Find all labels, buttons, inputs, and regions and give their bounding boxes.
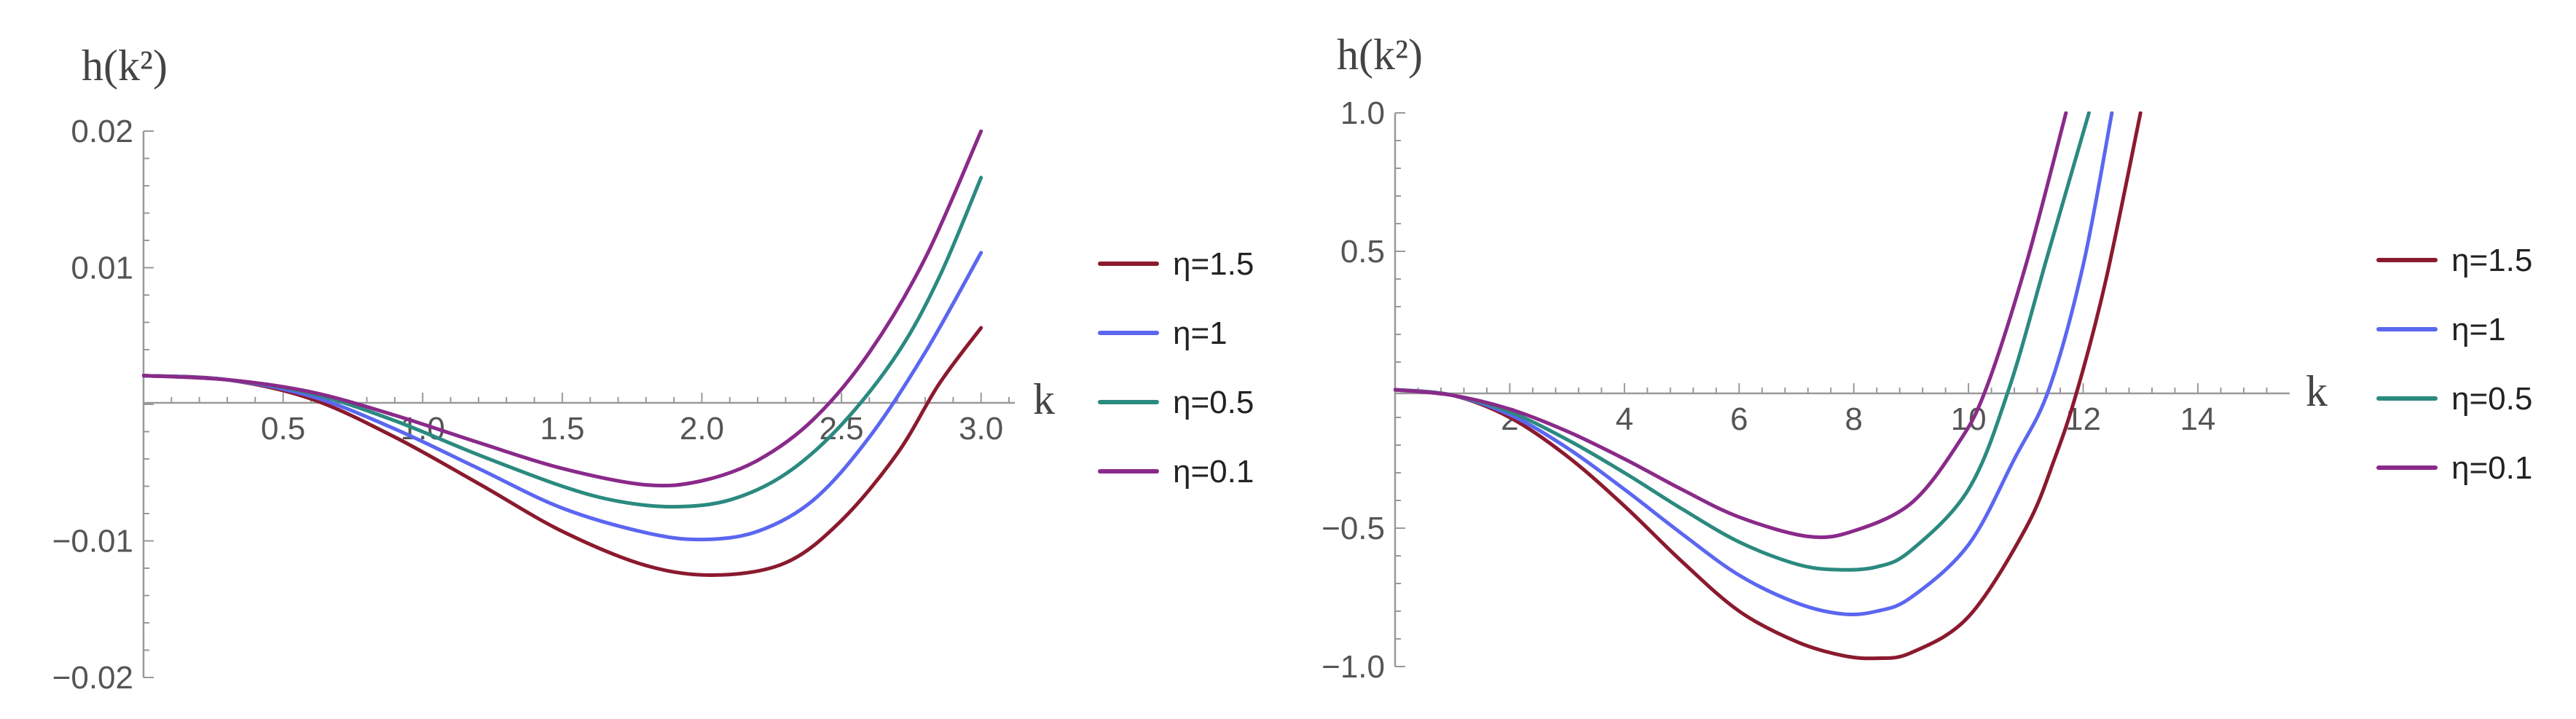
- series-group: [1394, 111, 2143, 661]
- x-axis-title: k: [1033, 375, 1055, 423]
- series-line-1: [1394, 111, 2143, 661]
- x-tick-label: 10: [1951, 401, 1987, 437]
- legend-label: η=1.5: [1173, 246, 1254, 282]
- legend-label: η=0.1: [2451, 450, 2532, 486]
- y-tick-label: −1.0: [1322, 649, 1385, 685]
- y-tick-label: 0.02: [71, 114, 133, 149]
- x-tick-label: 1.5: [540, 411, 584, 447]
- chart-panel-1: 0.020.01−0.01−0.020.5 1.0 1.5 2.0 2.5 3.0h(k²…: [52, 42, 1254, 696]
- legend-label: η=0.5: [1173, 385, 1254, 420]
- x-tick-label: 6: [1730, 401, 1748, 437]
- y-tick-label: 0.01: [71, 251, 133, 286]
- series-line-2: [1394, 111, 2114, 617]
- y-tick-label: −0.5: [1322, 511, 1385, 546]
- y-axis-title: h(k²): [82, 42, 168, 90]
- y-tick-label: 0.5: [1340, 234, 1385, 270]
- series-line-4: [1394, 111, 2068, 540]
- y-tick-label: −0.01: [52, 524, 133, 559]
- legend-label: η=0.5: [2451, 381, 2532, 417]
- legend-label: η=0.1: [1173, 454, 1254, 490]
- series-line-1: [142, 326, 983, 577]
- y-axis-title: h(k²): [1337, 31, 1423, 79]
- legend: η=1.5 η=1 η=0.5 η=0.1: [1098, 246, 1254, 490]
- x-tick-label: 0.5: [261, 411, 305, 447]
- x-tick-label: 2.0: [680, 411, 724, 447]
- chart-panel-2: 1.00.5−0.5−1.02 4 6 8 10 12 14h(k²)kη=1.5η=1η=…: [1322, 31, 2532, 685]
- x-tick-label: 3.0: [959, 411, 1003, 447]
- y-tick-label: −0.02: [52, 660, 133, 696]
- legend-label: η=1: [2451, 312, 2506, 347]
- series-group: [142, 130, 983, 577]
- series-line-4: [142, 130, 983, 488]
- series-line-3: [1394, 111, 2091, 572]
- x-tick-label: 4: [1616, 401, 1633, 437]
- legend: η=1.5 η=1 η=0.5 η=0.1: [2376, 243, 2532, 486]
- x-tick-label: 8: [1845, 401, 1862, 437]
- x-tick-label: 14: [2180, 401, 2215, 437]
- legend-label: η=1.5: [2451, 243, 2532, 278]
- y-tick-label: 1.0: [1340, 95, 1385, 131]
- legend-label: η=1: [1173, 315, 1228, 351]
- x-axis-title: k: [2306, 367, 2328, 415]
- series-line-2: [142, 251, 983, 542]
